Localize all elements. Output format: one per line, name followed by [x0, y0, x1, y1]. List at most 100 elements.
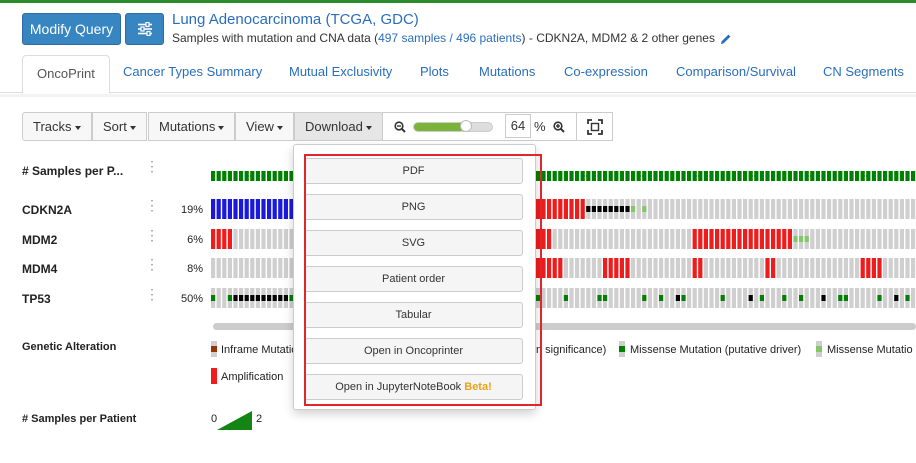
cdkn2a-cell[interactable]	[698, 199, 703, 219]
samples-per-patient-cell[interactable]	[726, 171, 731, 181]
tp53-cell[interactable]	[743, 288, 748, 308]
mdm4-cell[interactable]	[659, 258, 664, 278]
mdm4-cell[interactable]	[255, 258, 260, 278]
tp53-cell-mutation[interactable]	[821, 295, 826, 301]
samples-per-patient-cell[interactable]	[278, 171, 283, 181]
mdm2-cell[interactable]	[731, 229, 736, 249]
mdm2-cell[interactable]	[888, 229, 893, 249]
tp53-cell[interactable]	[552, 288, 557, 308]
samples-per-patient-cell[interactable]	[827, 171, 832, 181]
samples-per-patient-cell[interactable]	[793, 171, 798, 181]
mdm4-cell[interactable]	[222, 258, 227, 278]
mdm4-cell[interactable]	[771, 258, 776, 278]
samples-per-patient-cell[interactable]	[675, 171, 680, 181]
tab-cancer-types-summary[interactable]: Cancer Types Summary	[123, 64, 263, 79]
tp53-cell[interactable]	[636, 288, 641, 308]
cdkn2a-cell[interactable]	[720, 199, 725, 219]
samples-per-patient-cell[interactable]	[703, 171, 708, 181]
mdm2-cell[interactable]	[580, 229, 585, 249]
cdkn2a-cell[interactable]	[871, 199, 876, 219]
samples-per-patient-cell[interactable]	[636, 171, 641, 181]
samples-per-patient-cell[interactable]	[810, 171, 815, 181]
tp53-cell-mutation[interactable]	[278, 295, 283, 301]
cdkn2a-cell[interactable]	[250, 199, 255, 219]
mdm4-cell[interactable]	[838, 258, 843, 278]
samples-per-patient-cell[interactable]	[267, 171, 272, 181]
mdm4-cell[interactable]	[787, 258, 792, 278]
cdkn2a-cell-mutation[interactable]	[642, 206, 647, 212]
cdkn2a-cell[interactable]	[782, 199, 787, 219]
tp53-cell-mutation[interactable]	[272, 295, 277, 301]
cdkn2a-cell[interactable]	[787, 199, 792, 219]
samples-per-patient-cell[interactable]	[715, 171, 720, 181]
zoom-to-fit-button[interactable]	[576, 112, 613, 141]
mdm4-cell[interactable]	[239, 258, 244, 278]
tab-comparison-survival[interactable]: Comparison/Survival	[676, 64, 796, 79]
tp53-cell[interactable]	[558, 288, 563, 308]
mdm2-cell[interactable]	[552, 229, 557, 249]
cdkn2a-cell[interactable]	[743, 199, 748, 219]
cdkn2a-cell[interactable]	[675, 199, 680, 219]
tp53-cell-mutation[interactable]	[782, 295, 787, 301]
mdm2-cell-mutation[interactable]	[799, 236, 804, 242]
tp53-cell[interactable]	[614, 288, 619, 308]
mdm4-cell[interactable]	[883, 258, 888, 278]
samples-per-patient-cell[interactable]	[821, 171, 826, 181]
mdm4-cell[interactable]	[541, 258, 546, 278]
samples-per-patient-cell[interactable]	[843, 171, 848, 181]
cdkn2a-cell[interactable]	[222, 199, 227, 219]
mdm2-cell[interactable]	[659, 229, 664, 249]
mdm4-cell[interactable]	[233, 258, 238, 278]
mdm2-cell[interactable]	[771, 229, 776, 249]
view-dropdown-button[interactable]: View	[235, 112, 294, 141]
mdm4-cell[interactable]	[558, 258, 563, 278]
tp53-cell[interactable]	[787, 288, 792, 308]
track-menu-dots-icon[interactable]: ⋮	[145, 158, 159, 174]
samples-per-patient-cell[interactable]	[664, 171, 669, 181]
mdm2-cell[interactable]	[569, 229, 574, 249]
samples-per-patient-cell[interactable]	[849, 171, 854, 181]
cdkn2a-cell[interactable]	[810, 199, 815, 219]
cdkn2a-cell[interactable]	[737, 199, 742, 219]
samples-per-patient-cell[interactable]	[541, 171, 546, 181]
cdkn2a-cell-mutation[interactable]	[597, 206, 602, 212]
mdm2-cell[interactable]	[647, 229, 652, 249]
mdm2-cell[interactable]	[810, 229, 815, 249]
tp53-cell[interactable]	[625, 288, 630, 308]
mdm4-cell[interactable]	[703, 258, 708, 278]
mdm4-cell[interactable]	[799, 258, 804, 278]
cdkn2a-cell[interactable]	[575, 199, 580, 219]
mdm2-cell[interactable]	[603, 229, 608, 249]
tab-co-expression[interactable]: Co-expression	[564, 64, 648, 79]
mdm2-cell[interactable]	[894, 229, 899, 249]
mdm4-cell[interactable]	[608, 258, 613, 278]
mdm4-cell[interactable]	[636, 258, 641, 278]
mdm4-cell[interactable]	[261, 258, 266, 278]
mdm4-cell[interactable]	[619, 258, 624, 278]
cdkn2a-cell[interactable]	[659, 199, 664, 219]
mdm2-cell[interactable]	[709, 229, 714, 249]
tp53-cell[interactable]	[647, 288, 652, 308]
mdm2-cell[interactable]	[720, 229, 725, 249]
samples-per-patient-cell[interactable]	[670, 171, 675, 181]
cdkn2a-cell[interactable]	[569, 199, 574, 219]
samples-per-patient-cell[interactable]	[289, 171, 294, 181]
samples-per-patient-cell[interactable]	[720, 171, 725, 181]
mdm2-cell[interactable]	[597, 229, 602, 249]
tp53-cell[interactable]	[883, 288, 888, 308]
mdm2-cell[interactable]	[631, 229, 636, 249]
cdkn2a-cell-mutation[interactable]	[586, 206, 591, 212]
mdm4-cell[interactable]	[849, 258, 854, 278]
tp53-cell[interactable]	[541, 288, 546, 308]
mdm4-cell[interactable]	[720, 258, 725, 278]
mdm2-cell[interactable]	[687, 229, 692, 249]
cdkn2a-cell-mutation[interactable]	[614, 206, 619, 212]
mdm4-cell[interactable]	[698, 258, 703, 278]
cdkn2a-cell[interactable]	[776, 199, 781, 219]
tp53-cell-mutation[interactable]	[675, 295, 680, 301]
cdkn2a-cell[interactable]	[289, 199, 294, 219]
tp53-cell[interactable]	[692, 288, 697, 308]
tp53-cell[interactable]	[575, 288, 580, 308]
cdkn2a-cell[interactable]	[558, 199, 563, 219]
download-pdf-button[interactable]: PDF	[304, 158, 523, 184]
